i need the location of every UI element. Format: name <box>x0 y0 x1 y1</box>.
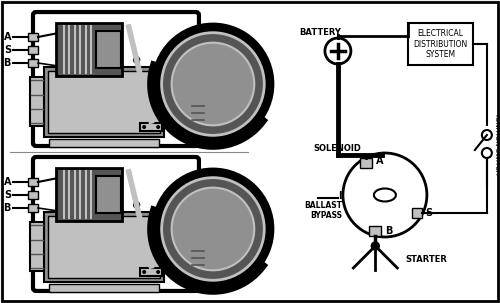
FancyBboxPatch shape <box>28 33 38 41</box>
FancyBboxPatch shape <box>30 77 44 126</box>
FancyBboxPatch shape <box>33 157 199 291</box>
Circle shape <box>343 153 427 237</box>
FancyBboxPatch shape <box>33 12 199 146</box>
FancyBboxPatch shape <box>140 123 162 131</box>
Text: STARTER: STARTER <box>406 255 447 265</box>
Text: BATTERY: BATTERY <box>299 28 341 37</box>
FancyBboxPatch shape <box>140 268 162 276</box>
Text: ELECTRICAL
DISTRIBUTION
SYSTEM: ELECTRICAL DISTRIBUTION SYSTEM <box>414 29 468 59</box>
FancyBboxPatch shape <box>48 71 160 133</box>
FancyBboxPatch shape <box>49 284 159 292</box>
FancyBboxPatch shape <box>190 246 206 268</box>
FancyBboxPatch shape <box>28 204 38 212</box>
Text: BALLAST
BYPASS: BALLAST BYPASS <box>304 201 342 220</box>
FancyBboxPatch shape <box>28 59 38 67</box>
Text: B: B <box>4 203 11 213</box>
Circle shape <box>134 57 140 63</box>
FancyBboxPatch shape <box>2 2 498 301</box>
FancyBboxPatch shape <box>48 215 160 278</box>
Circle shape <box>154 170 272 288</box>
Text: S: S <box>425 208 432 218</box>
Circle shape <box>482 130 492 140</box>
FancyBboxPatch shape <box>28 191 38 199</box>
Circle shape <box>372 242 380 250</box>
FancyBboxPatch shape <box>96 31 120 68</box>
FancyBboxPatch shape <box>360 158 372 168</box>
Circle shape <box>172 188 254 270</box>
Text: A: A <box>376 156 384 166</box>
FancyBboxPatch shape <box>370 226 382 236</box>
Circle shape <box>156 270 160 274</box>
FancyBboxPatch shape <box>28 46 38 54</box>
Text: S: S <box>4 190 11 200</box>
Text: A: A <box>4 32 11 42</box>
Text: SOLENOID: SOLENOID <box>314 145 362 153</box>
Circle shape <box>482 148 492 158</box>
FancyBboxPatch shape <box>412 208 422 218</box>
FancyBboxPatch shape <box>28 178 38 186</box>
Circle shape <box>172 43 254 125</box>
FancyBboxPatch shape <box>44 211 164 282</box>
Circle shape <box>162 178 264 280</box>
Circle shape <box>142 125 146 129</box>
Text: B: B <box>4 58 11 68</box>
FancyBboxPatch shape <box>49 139 159 147</box>
FancyBboxPatch shape <box>30 222 44 271</box>
FancyBboxPatch shape <box>96 176 120 213</box>
Circle shape <box>162 33 264 135</box>
Ellipse shape <box>374 188 396 201</box>
Circle shape <box>156 125 160 129</box>
FancyBboxPatch shape <box>56 23 122 76</box>
Circle shape <box>142 270 146 274</box>
FancyBboxPatch shape <box>44 67 164 137</box>
FancyBboxPatch shape <box>190 101 206 123</box>
Text: B: B <box>386 226 392 236</box>
Circle shape <box>154 25 272 143</box>
FancyBboxPatch shape <box>408 23 473 65</box>
Circle shape <box>134 202 140 208</box>
Text: I: I <box>338 191 342 201</box>
Circle shape <box>325 38 351 64</box>
Text: S: S <box>4 45 11 55</box>
Text: IGNITION SWITCH: IGNITION SWITCH <box>494 114 500 175</box>
Text: A: A <box>4 177 11 187</box>
FancyBboxPatch shape <box>56 168 122 221</box>
